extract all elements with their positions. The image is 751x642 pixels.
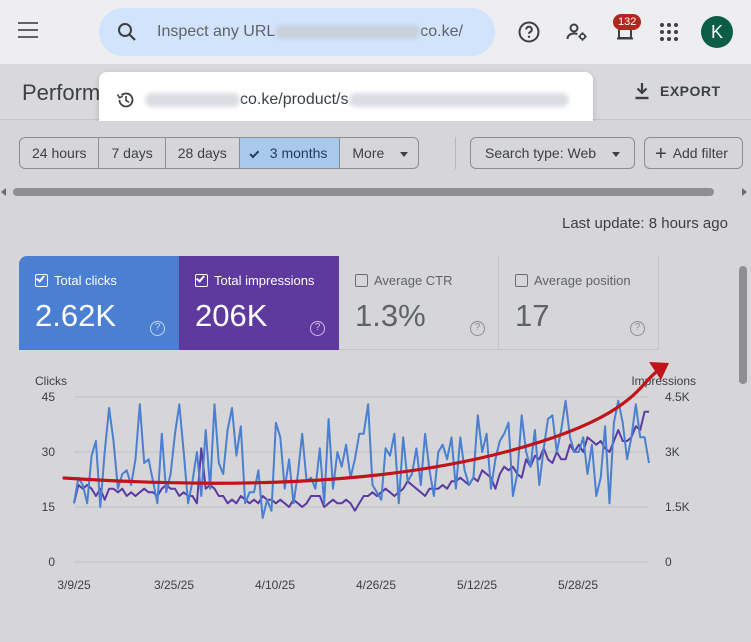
metric-total-impressions[interactable]: Total impressions 206K ? <box>179 256 339 350</box>
date-range-3-months-label: 3 months <box>269 145 328 161</box>
y-left-tick-label: 30 <box>42 445 56 459</box>
chart-ticks: 0 0 15 1.5K 30 3K 45 4.5K 3/9/25 3/25/25 4/10/25 4/… <box>42 390 690 592</box>
x-tick-label: 3/25/25 <box>154 578 194 592</box>
chart-series <box>73 399 650 519</box>
trend-arrow <box>62 362 669 485</box>
x-tick-label: 3/9/25 <box>57 578 91 592</box>
account-avatar[interactable]: K <box>701 16 733 48</box>
checkbox-unchecked-icon[interactable] <box>355 274 368 287</box>
checkbox-unchecked-icon[interactable] <box>515 274 528 287</box>
checkbox-checked-icon[interactable] <box>35 273 48 287</box>
more-label: More <box>352 145 385 161</box>
help-icon[interactable]: ? <box>630 321 645 336</box>
top-app-bar: Inspect any URL co.ke/ 132 K <box>0 0 751 64</box>
search-history-suggestion[interactable]: co.ke/product/s <box>99 72 593 128</box>
metric-value: 17 <box>515 298 550 333</box>
metric-value: 2.62K <box>35 298 117 333</box>
help-icon[interactable]: ? <box>470 321 485 336</box>
date-range-more-dropdown[interactable]: More <box>340 138 418 168</box>
metric-label: Average position <box>534 273 631 288</box>
date-range-28-days[interactable]: 28 days <box>166 138 240 168</box>
x-tick-label: 5/12/25 <box>457 578 497 592</box>
checkbox-checked-icon[interactable] <box>195 273 208 287</box>
help-icon[interactable]: ? <box>150 321 165 336</box>
menu-icon[interactable] <box>18 22 44 42</box>
search-icon <box>118 23 136 41</box>
help-icon[interactable] <box>517 20 541 44</box>
history-icon <box>116 92 134 108</box>
metric-average-position[interactable]: Average position 17 ? <box>499 256 659 350</box>
performance-line-chart: Clicks Impressions 0 0 15 1.5K 30 3K 45 4.5K 3/9… <box>35 362 696 592</box>
chart-gridlines <box>74 396 649 563</box>
filter-divider <box>455 137 456 169</box>
date-range-24-hours[interactable]: 24 hours <box>20 138 100 168</box>
metric-value: 1.3% <box>355 298 426 333</box>
dropdown-caret-icon <box>611 151 620 157</box>
performance-card: Total clicks 2.62K ? Total impressions 2… <box>19 256 712 616</box>
search-type-dropdown[interactable]: Search type: Web <box>470 137 635 169</box>
scrollbar-thumb[interactable] <box>13 188 714 196</box>
notification-count-badge: 132 <box>613 14 642 30</box>
search-type-label: Search type: Web <box>485 145 597 161</box>
last-update-text: Last update: 8 hours ago <box>562 215 728 232</box>
date-range-selector: 24 hours 7 days 28 days 3 months More <box>19 137 420 169</box>
y-right-tick-label: 3K <box>665 445 680 459</box>
date-range-3-months[interactable]: 3 months <box>239 138 341 168</box>
search-placeholder: Inspect any URL co.ke/ <box>157 23 463 40</box>
metric-label: Total clicks <box>54 273 117 288</box>
metric-value: 206K <box>195 298 268 333</box>
series-line-clicks <box>73 399 650 519</box>
dropdown-caret-icon <box>400 151 409 157</box>
export-button[interactable]: EXPORT <box>634 82 721 100</box>
scroll-right-icon[interactable] <box>742 188 747 196</box>
plus-icon: + <box>655 143 667 165</box>
user-settings-icon[interactable] <box>565 20 589 44</box>
trend-arrow-line <box>62 368 661 485</box>
metric-average-ctr[interactable]: Average CTR 1.3% ? <box>339 256 499 350</box>
download-icon <box>635 83 649 100</box>
add-filter-label: Add filter <box>672 145 728 161</box>
metric-label: Average CTR <box>374 273 453 288</box>
y-axis-left-label: Clicks <box>35 374 67 388</box>
trend-arrow-head <box>649 362 669 380</box>
y-left-tick-label: 45 <box>42 390 56 404</box>
y-right-tick-label: 4.5K <box>665 390 690 404</box>
y-left-tick-label: 15 <box>42 500 56 514</box>
apps-grid-icon[interactable] <box>657 20 681 44</box>
filter-bar: 24 hours 7 days 28 days 3 months More <box>0 121 751 185</box>
vertical-scrollbar-thumb[interactable] <box>739 266 747 384</box>
y-right-tick-label: 0 <box>665 555 672 569</box>
help-icon[interactable]: ? <box>310 321 325 336</box>
metric-label: Total impressions <box>214 273 315 288</box>
check-icon <box>249 148 260 159</box>
url-inspection-search-input[interactable]: Inspect any URL co.ke/ <box>99 8 495 56</box>
vertical-scrollbar[interactable] <box>737 248 749 642</box>
y-axis-right-label: Impressions <box>631 374 696 388</box>
scroll-left-icon[interactable] <box>1 188 6 196</box>
x-tick-label: 4/10/25 <box>255 578 295 592</box>
add-filter-button[interactable]: + Add filter <box>644 137 743 169</box>
date-range-7-days[interactable]: 7 days <box>99 138 166 168</box>
y-right-tick-label: 1.5K <box>665 500 690 514</box>
x-tick-label: 4/26/25 <box>356 578 396 592</box>
x-tick-label: 5/28/25 <box>558 578 598 592</box>
export-label: EXPORT <box>660 83 721 99</box>
metric-total-clicks[interactable]: Total clicks 2.62K ? <box>19 256 179 350</box>
history-url: co.ke/product/s <box>145 91 569 109</box>
series-line-impressions <box>73 410 649 512</box>
y-left-tick-label: 0 <box>48 555 55 569</box>
horizontal-scrollbar[interactable] <box>0 185 751 199</box>
